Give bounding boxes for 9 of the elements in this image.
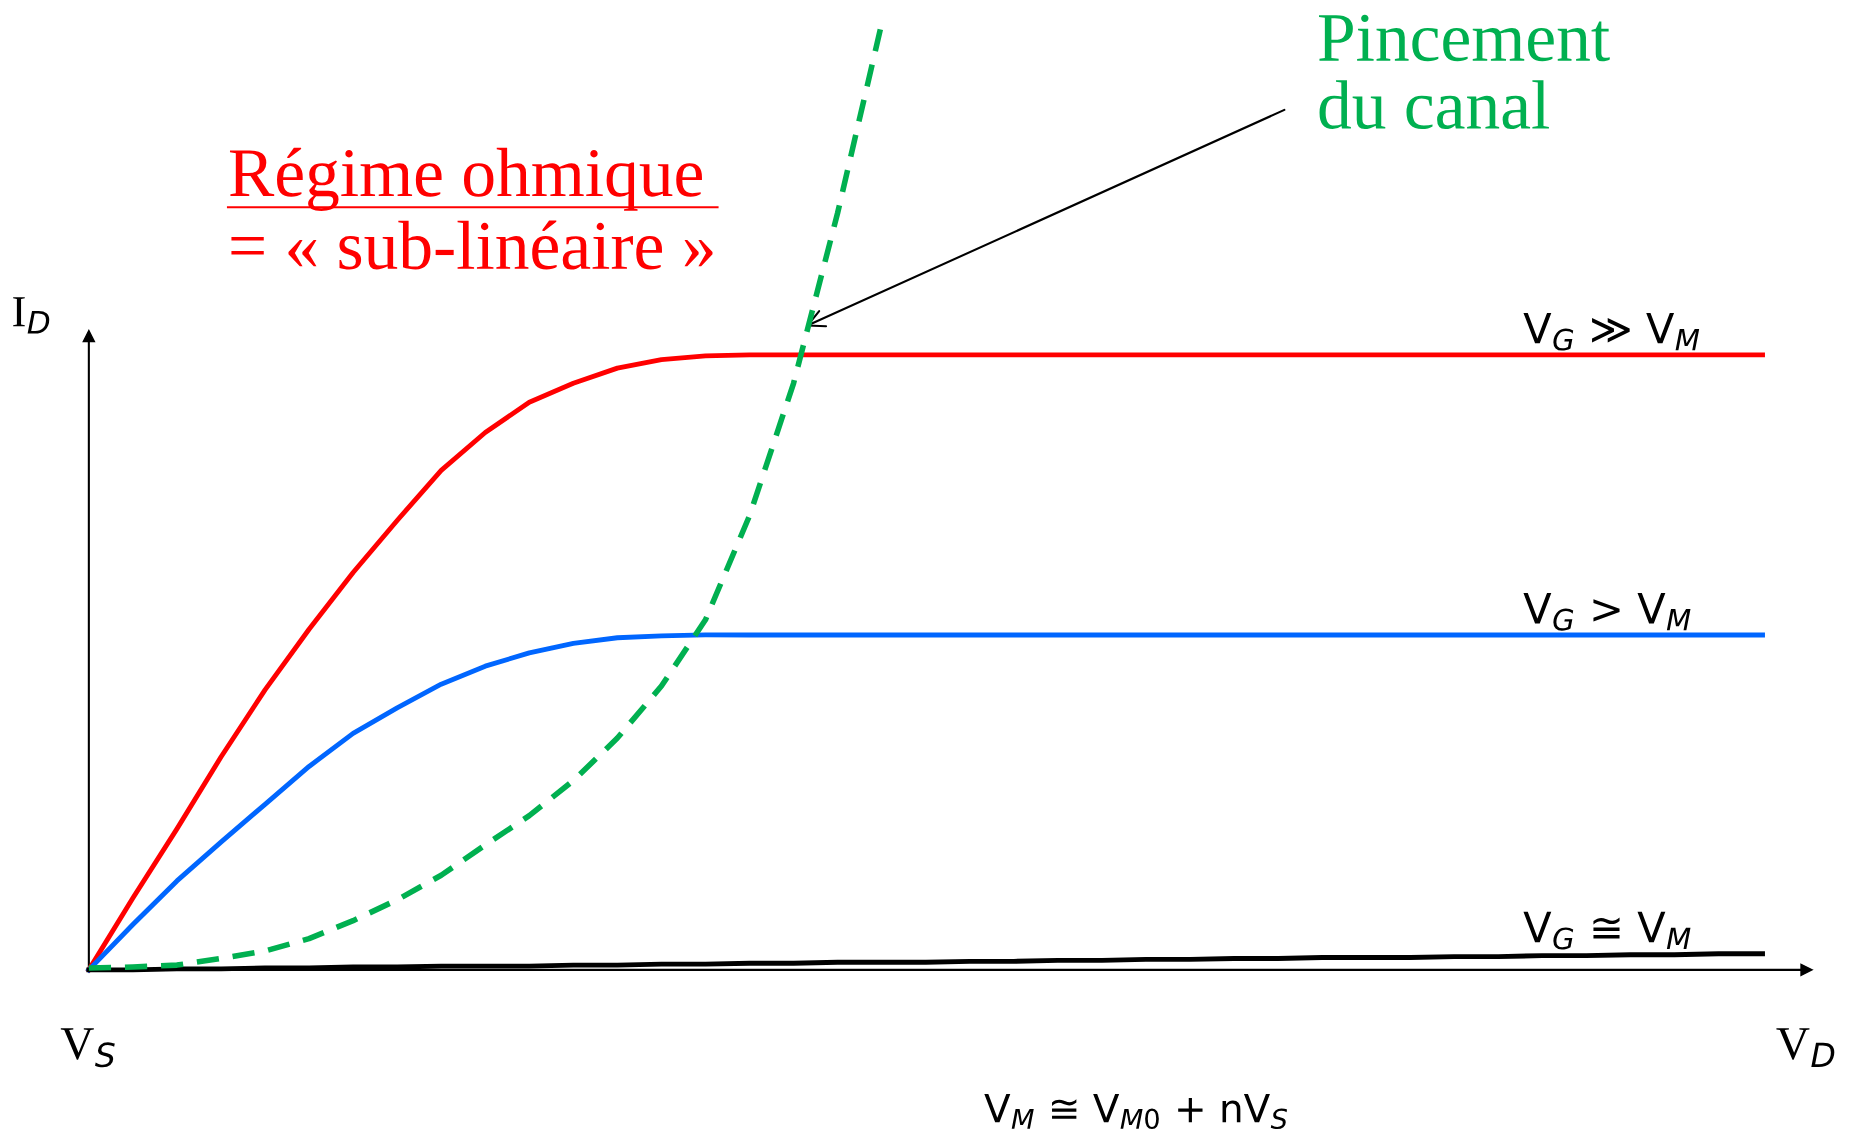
- series-label: V$_{G}$ ≫ V$_{M}$: [1523, 312, 1700, 351]
- text: V$_{D}$: [1776, 1028, 1835, 1067]
- series-label: V$_{G}$ ≅ V$_{M}$: [1523, 911, 1691, 950]
- text: V$_{M}$ ≅ V$_{M0}$ + nV$_{S}$: [984, 1094, 1288, 1130]
- annotation: Régime ohmique = « sub-linéaire »: [229, 147, 713, 270]
- annotation: Pincement du canal: [1319, 14, 1610, 130]
- series-label: V$_{G}$ > V$_{M}$: [1523, 593, 1691, 631]
- text: V$_{S}$: [60, 1028, 115, 1068]
- y-axis-title: I$_{D}$: [13, 297, 50, 334]
